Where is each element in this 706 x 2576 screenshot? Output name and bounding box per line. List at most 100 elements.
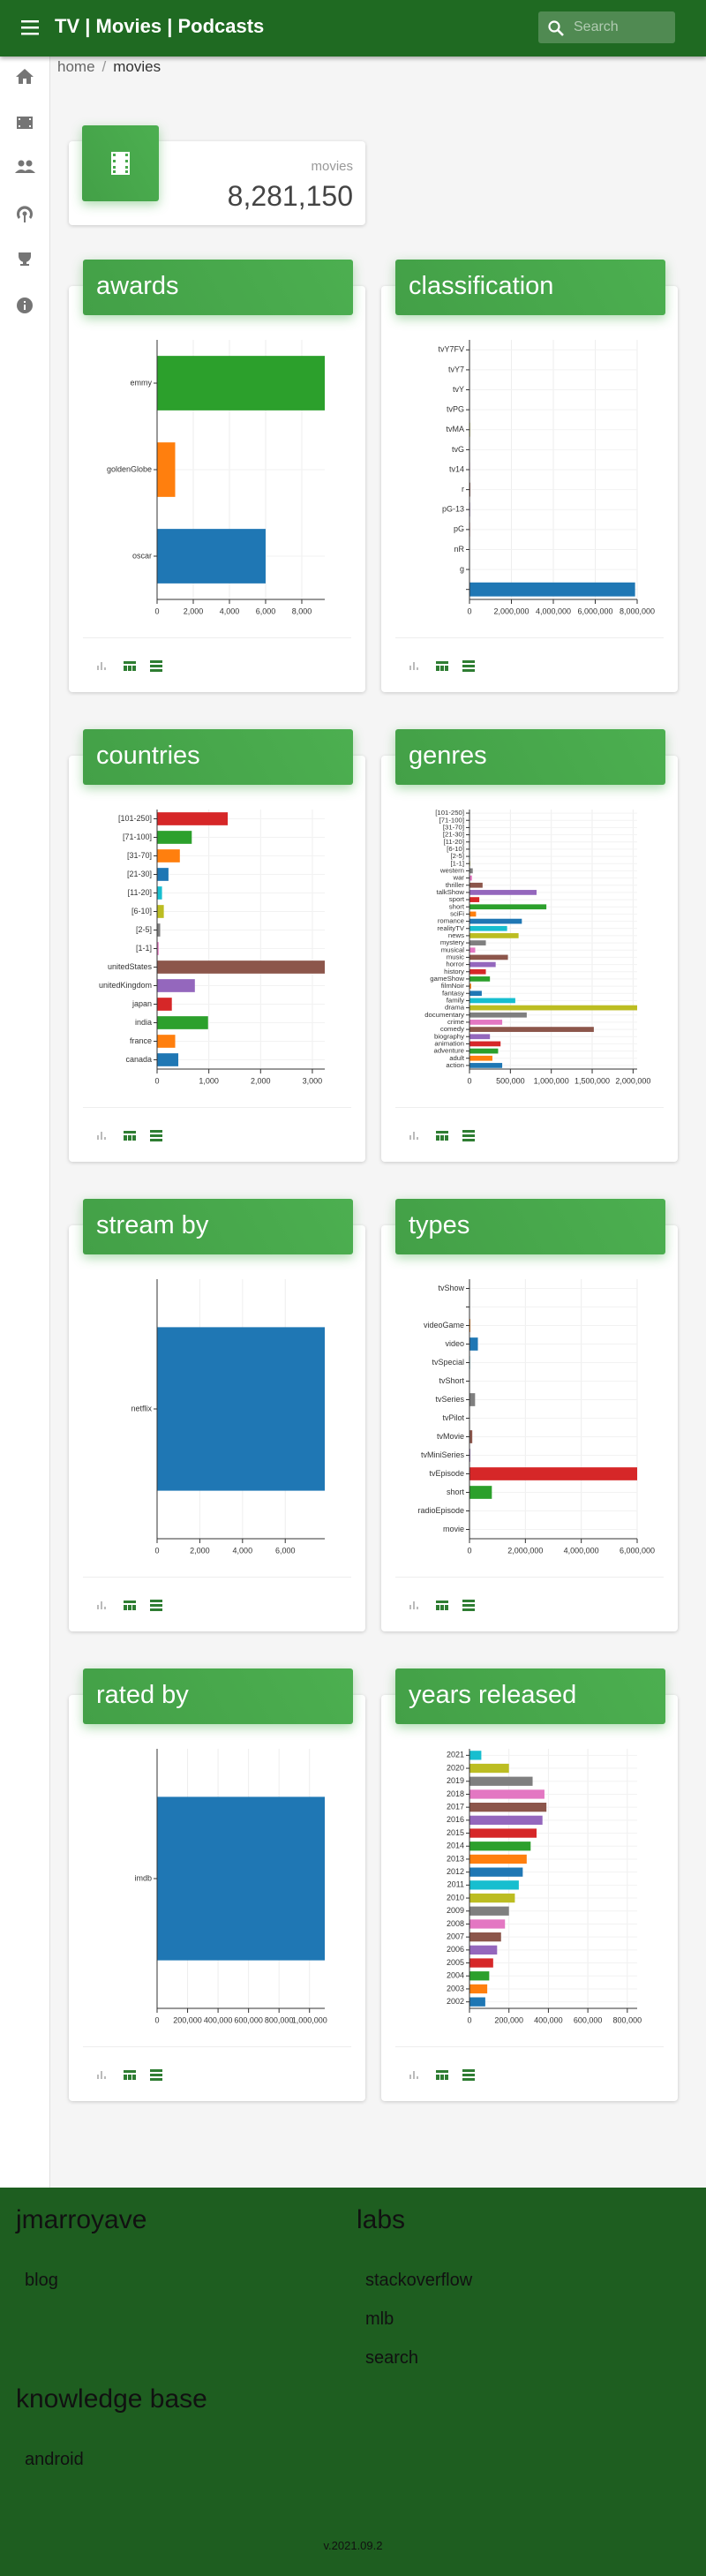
y-tick-label: 2007: [447, 1932, 464, 1941]
bar: [157, 442, 176, 497]
icon-part: [132, 1605, 136, 1610]
app-title[interactable]: TV | Movies | Podcasts: [55, 15, 265, 37]
nav-home[interactable]: [16, 69, 34, 84]
icon-part: [413, 1601, 415, 1609]
view-list[interactable]: [462, 1600, 475, 1611]
bar: [469, 1815, 543, 1825]
view-table[interactable]: [436, 1601, 448, 1610]
view-toggles: [97, 2069, 162, 2081]
nav-movies[interactable]: [17, 117, 33, 129]
view-chart[interactable]: [97, 662, 106, 670]
view-chart[interactable]: [409, 2071, 418, 2079]
view-chart[interactable]: [409, 1132, 418, 1140]
y-tick-label: oscar: [132, 551, 152, 560]
bar: [469, 1906, 509, 1916]
menu-button[interactable]: [21, 19, 41, 37]
card-divider: [395, 2046, 664, 2047]
view-table[interactable]: [124, 1601, 136, 1610]
icon-part: [101, 1601, 102, 1609]
footer-link[interactable]: stackoverflow: [365, 2271, 473, 2290]
y-tick-label: realityTV: [437, 924, 464, 932]
view-list[interactable]: [462, 660, 475, 672]
icon-part: [462, 1130, 475, 1133]
search-placeholder: Search: [574, 19, 619, 34]
bar: [469, 911, 477, 917]
icon-part: [124, 1131, 136, 1134]
card-title: genres: [395, 729, 665, 785]
view-list[interactable]: [462, 1130, 475, 1141]
bar: [469, 1063, 503, 1068]
nav-people[interactable]: [15, 160, 35, 174]
footer-link[interactable]: search: [365, 2348, 419, 2368]
view-list[interactable]: [150, 2069, 162, 2081]
bar: [469, 933, 519, 938]
x-tick-label: 1,500,000: [575, 1076, 610, 1085]
search-box[interactable]: Search: [538, 11, 675, 43]
y-tick-label: 2006: [447, 1945, 464, 1954]
view-chart[interactable]: [97, 1601, 106, 1609]
x-tick-label: 6,000: [256, 606, 276, 615]
view-table[interactable]: [436, 2070, 448, 2080]
view-table[interactable]: [124, 1131, 136, 1141]
y-tick-label: short: [449, 902, 465, 910]
footer: jmarroyave blog labs stackoverflow mlb search…: [0, 2188, 706, 2576]
icon-part: [413, 1132, 415, 1140]
chart-card: [381, 756, 678, 1162]
x-tick-label: 1,000: [199, 1076, 219, 1085]
icon-part: [128, 666, 131, 671]
x-tick-label: 200,000: [173, 2015, 202, 2024]
icon-part: [97, 2075, 99, 2079]
view-table[interactable]: [124, 2070, 136, 2080]
bar: [469, 983, 471, 989]
bar: [157, 1327, 325, 1491]
y-tick-label: crime: [447, 1018, 464, 1026]
y-tick-label: action: [446, 1061, 464, 1069]
y-tick-label: talkShow: [437, 888, 465, 896]
footer-link[interactable]: mlb: [365, 2309, 394, 2329]
view-table[interactable]: [124, 661, 136, 671]
chart: 0 2,000 4,000 6,000 8,000 emmy goldenGlobe osca…: [107, 340, 325, 615]
y-tick-label: india: [135, 1018, 152, 1027]
bar: [469, 968, 486, 975]
x-tick-label: 4,000: [220, 606, 240, 615]
icon-part: [462, 1608, 475, 1611]
y-tick-label: thriller: [446, 881, 465, 889]
bar: [469, 890, 537, 895]
view-list[interactable]: [150, 1600, 162, 1611]
view-list[interactable]: [462, 2069, 475, 2081]
y-tick-label: western: [439, 866, 464, 874]
x-tick-label: 2,000,000: [615, 1076, 650, 1085]
y-tick-label: [11-20]: [443, 838, 464, 846]
view-list[interactable]: [150, 1130, 162, 1141]
y-tick-label: [21-30]: [127, 870, 152, 878]
y-tick-label: [6-10]: [131, 907, 152, 915]
view-chart[interactable]: [409, 1601, 418, 1609]
view-chart[interactable]: [409, 662, 418, 670]
y-tick-label: tv14: [449, 464, 464, 473]
y-tick-label: 2018: [447, 1789, 464, 1798]
bar: [469, 1945, 498, 1955]
icon-part: [436, 666, 439, 671]
icon-part: [440, 1605, 444, 1610]
icon-part: [150, 669, 162, 672]
y-tick-label: canada: [125, 1055, 152, 1064]
bar: [469, 1055, 492, 1061]
icon-part: [462, 2074, 475, 2076]
crumb-home[interactable]: home: [57, 58, 95, 75]
view-list[interactable]: [150, 660, 162, 672]
icon-part: [445, 1605, 448, 1610]
y-tick-label: [1-1]: [136, 944, 152, 953]
nav-podcasts[interactable]: [16, 206, 33, 222]
nav-awards[interactable]: [19, 252, 31, 266]
view-table[interactable]: [436, 661, 448, 671]
icon-part: [104, 1137, 106, 1140]
nav-info[interactable]: [17, 298, 33, 313]
view-chart[interactable]: [97, 2071, 106, 2079]
y-tick-label: pG-13: [442, 505, 464, 514]
footer-link[interactable]: android: [25, 2450, 84, 2469]
view-table[interactable]: [436, 1131, 448, 1141]
footer-link[interactable]: blog: [25, 2271, 58, 2290]
view-chart[interactable]: [97, 1132, 106, 1140]
bar: [157, 356, 325, 411]
